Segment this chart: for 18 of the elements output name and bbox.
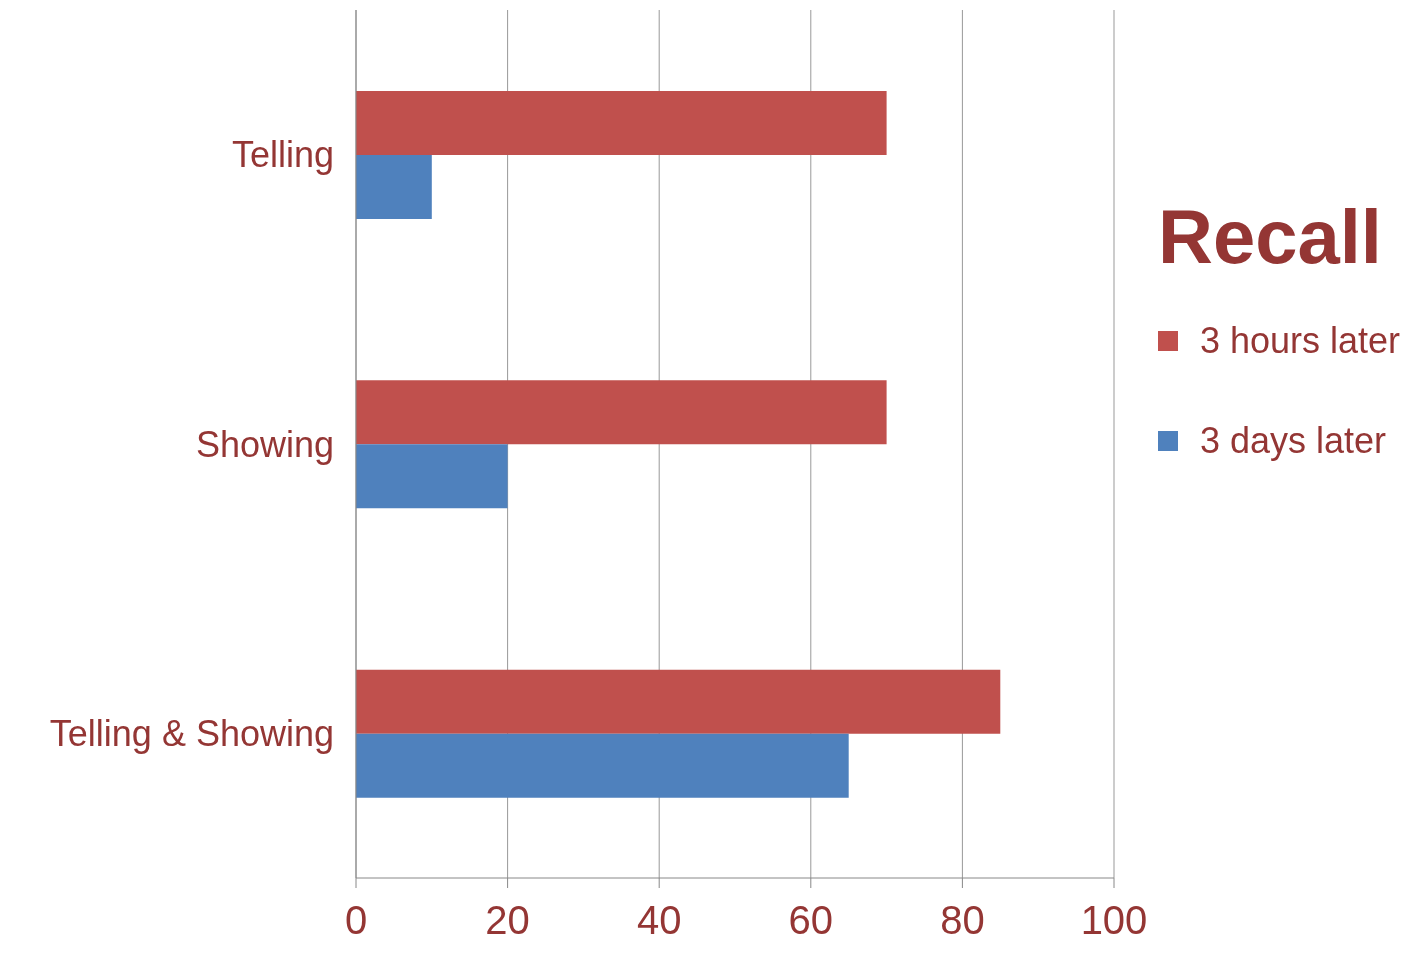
bar (356, 155, 432, 220)
x-tick-label: 60 (788, 898, 834, 943)
legend-title: Recall (1158, 193, 1383, 280)
bar (356, 733, 849, 798)
legend-label: 3 hours later (1200, 320, 1401, 362)
bar (356, 91, 887, 156)
x-tick-label: 100 (1080, 898, 1148, 943)
x-tick-label: 40 (636, 898, 682, 943)
y-tick-label: Telling & Showing (49, 713, 334, 755)
bar (356, 380, 887, 445)
bar (356, 444, 508, 509)
bar (356, 669, 1001, 734)
y-tick-label: Showing (195, 423, 334, 465)
legend-label: 3 days later (1200, 420, 1387, 462)
x-tick-label: 0 (344, 898, 368, 943)
x-tick-label: 80 (940, 898, 985, 943)
y-tick-label: Telling (231, 134, 334, 176)
x-tick-label: 20 (485, 898, 530, 943)
